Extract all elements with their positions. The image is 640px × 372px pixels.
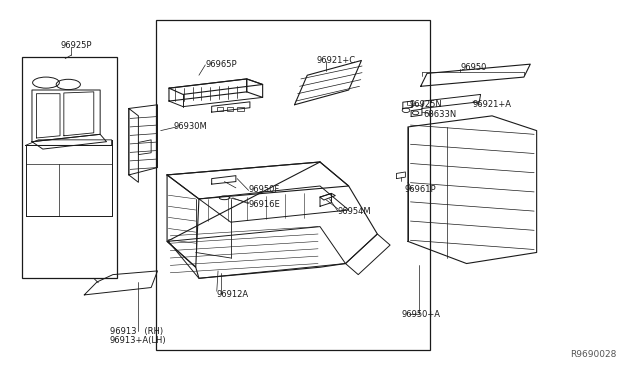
Text: 96950+A: 96950+A <box>401 310 440 319</box>
Text: 68633N: 68633N <box>424 109 457 119</box>
Text: 96965P: 96965P <box>205 60 237 69</box>
Bar <box>237 107 244 111</box>
Bar <box>227 107 234 111</box>
Text: 96950: 96950 <box>460 63 486 72</box>
Bar <box>22 57 117 278</box>
Text: 96921+A: 96921+A <box>473 100 512 109</box>
Text: 96954M: 96954M <box>338 207 371 217</box>
Text: 96912A: 96912A <box>217 291 249 299</box>
Bar <box>156 20 430 350</box>
Text: 96913+A(LH): 96913+A(LH) <box>109 336 166 345</box>
Text: 96925N: 96925N <box>409 100 442 109</box>
Text: 96913   (RH): 96913 (RH) <box>109 327 163 336</box>
Text: 96930M: 96930M <box>173 122 207 131</box>
Bar <box>217 107 223 111</box>
Text: 96950F: 96950F <box>248 185 280 194</box>
Text: 96921+C: 96921+C <box>317 56 356 65</box>
Text: 96925P: 96925P <box>60 41 92 50</box>
Text: R9690028: R9690028 <box>570 350 616 359</box>
Text: 96916E: 96916E <box>248 200 280 209</box>
Text: 96961P: 96961P <box>404 185 436 194</box>
